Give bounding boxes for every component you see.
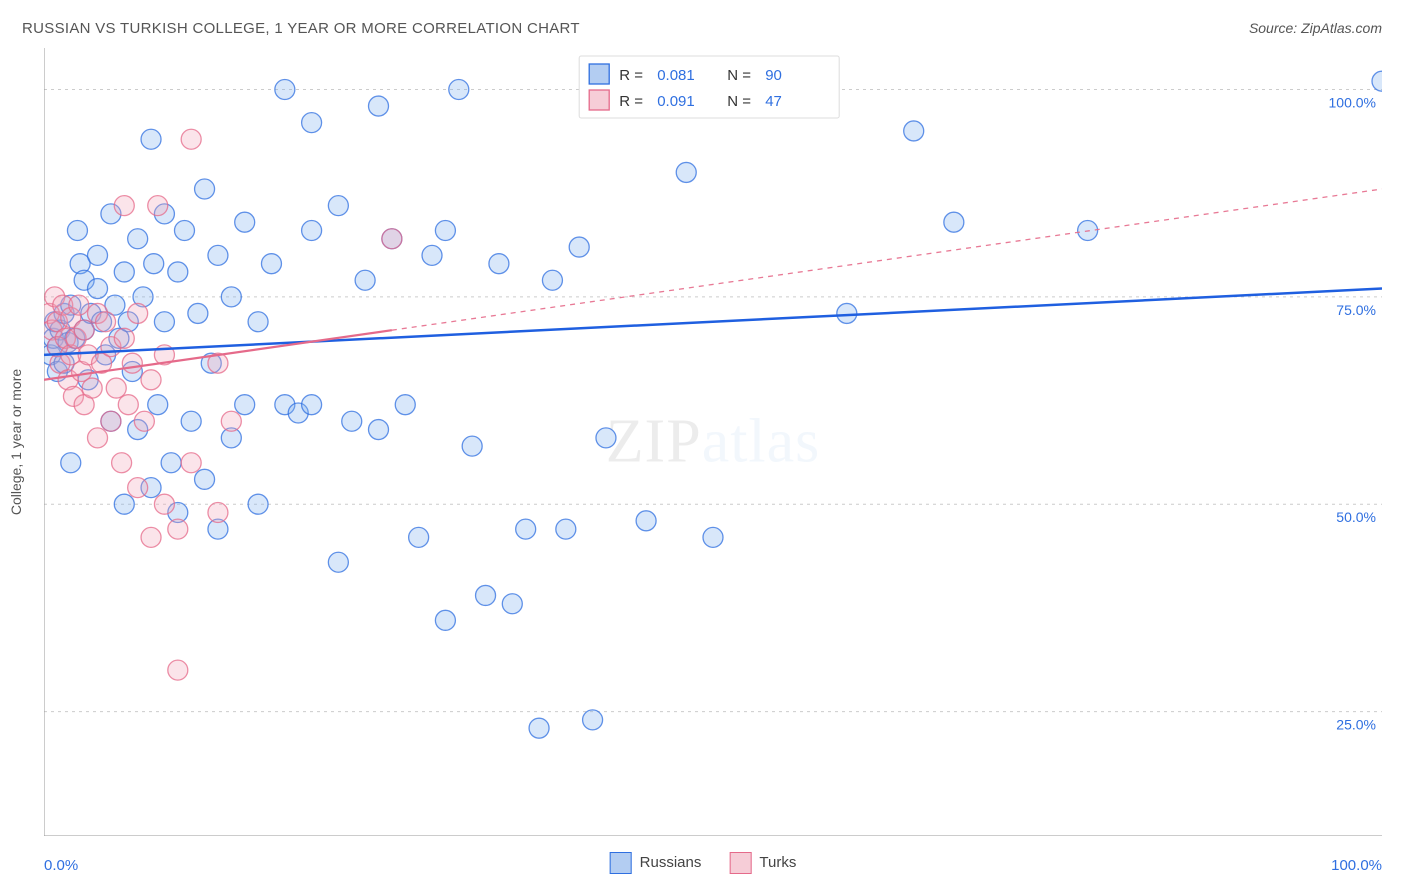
- source-text: Source: ZipAtlas.com: [1249, 20, 1382, 36]
- chart-title: RUSSIAN VS TURKISH COLLEGE, 1 YEAR OR MO…: [22, 20, 580, 37]
- svg-text:47: 47: [765, 93, 782, 110]
- svg-text:N =: N =: [727, 93, 751, 110]
- x-axis-max: 100.0%: [1331, 857, 1382, 874]
- y-axis-label: College, 1 year or more: [8, 369, 24, 515]
- legend-item: Russians: [610, 852, 702, 874]
- legend-label: Turks: [759, 854, 796, 871]
- legend-label: Russians: [640, 854, 702, 871]
- svg-text:R =: R =: [619, 67, 643, 84]
- legend-item: Turks: [729, 852, 796, 874]
- svg-text:50.0%: 50.0%: [1336, 509, 1376, 525]
- svg-text:N =: N =: [727, 67, 751, 84]
- svg-text:100.0%: 100.0%: [1329, 94, 1376, 110]
- svg-text:R =: R =: [619, 93, 643, 110]
- x-axis-min: 0.0%: [44, 857, 78, 874]
- legend-swatch: [729, 852, 751, 874]
- svg-text:90: 90: [765, 67, 782, 84]
- legend-bottom: Russians Turks: [610, 852, 797, 874]
- svg-text:25.0%: 25.0%: [1336, 717, 1376, 733]
- plot-area: College, 1 year or more ZIPatlas 25.0%50…: [44, 48, 1382, 836]
- scatter-chart: 25.0% 50.0% 75.0% 100.0% R = 0.081 N = 90 R = 0.0…: [44, 48, 1382, 836]
- svg-text:75.0%: 75.0%: [1336, 302, 1376, 318]
- svg-text:0.091: 0.091: [657, 93, 695, 110]
- legend-swatch: [610, 852, 632, 874]
- svg-text:0.081: 0.081: [657, 67, 695, 84]
